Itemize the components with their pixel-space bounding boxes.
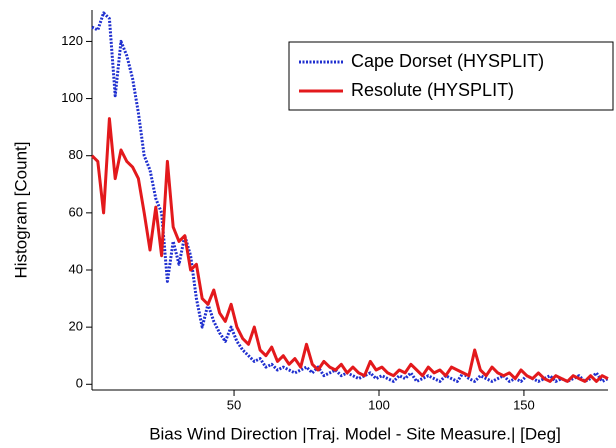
y-tick-label: 0 — [76, 376, 83, 391]
x-axis-label: Bias Wind Direction |Traj. Model - Site … — [149, 424, 561, 443]
legend-label: Resolute (HYSPLIT) — [351, 80, 514, 100]
y-tick-label: 20 — [69, 319, 83, 334]
legend-box — [288, 41, 614, 111]
x-tick-label: 150 — [513, 397, 535, 412]
x-tick-label: 50 — [227, 397, 241, 412]
y-tick-label: 120 — [61, 33, 83, 48]
x-tick-label: 100 — [368, 397, 390, 412]
series-line — [91, 11, 609, 383]
legend-label: Cape Dorset (HYSPLIT) — [351, 51, 544, 71]
y-tick-label: 60 — [69, 204, 83, 219]
y-tick-label: 100 — [61, 90, 83, 105]
y-axis-label: Histogram [Count] — [11, 142, 30, 279]
y-tick-label: 80 — [69, 147, 83, 162]
y-tick-label: 40 — [69, 261, 83, 276]
series-line — [90, 117, 609, 383]
